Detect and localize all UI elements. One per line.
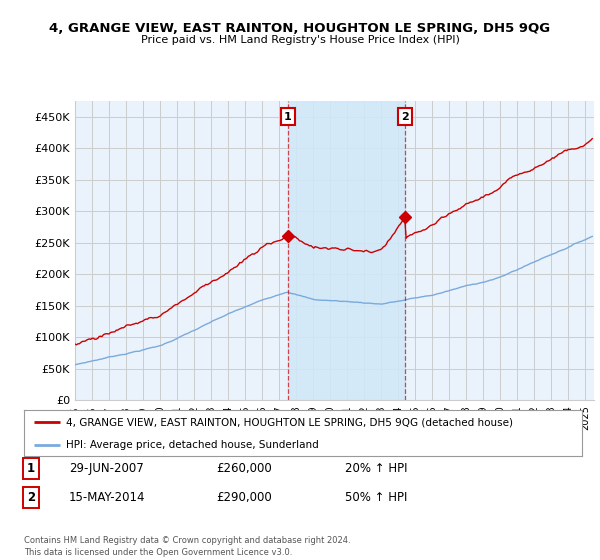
Text: £260,000: £260,000 bbox=[216, 462, 272, 475]
Text: 20% ↑ HPI: 20% ↑ HPI bbox=[345, 462, 407, 475]
Bar bbox=[287, 101, 404, 400]
Text: 2: 2 bbox=[401, 111, 409, 122]
Text: HPI: Average price, detached house, Sunderland: HPI: Average price, detached house, Sund… bbox=[66, 440, 319, 450]
Text: 1: 1 bbox=[27, 462, 35, 475]
Text: £290,000: £290,000 bbox=[216, 491, 272, 504]
Text: 15-MAY-2014: 15-MAY-2014 bbox=[69, 491, 146, 504]
Text: 4, GRANGE VIEW, EAST RAINTON, HOUGHTON LE SPRING, DH5 9QG (detached house): 4, GRANGE VIEW, EAST RAINTON, HOUGHTON L… bbox=[66, 417, 513, 427]
Text: 4, GRANGE VIEW, EAST RAINTON, HOUGHTON LE SPRING, DH5 9QG: 4, GRANGE VIEW, EAST RAINTON, HOUGHTON L… bbox=[49, 22, 551, 35]
Text: 29-JUN-2007: 29-JUN-2007 bbox=[69, 462, 144, 475]
Text: 50% ↑ HPI: 50% ↑ HPI bbox=[345, 491, 407, 504]
Text: Contains HM Land Registry data © Crown copyright and database right 2024.
This d: Contains HM Land Registry data © Crown c… bbox=[24, 536, 350, 557]
Text: 2: 2 bbox=[27, 491, 35, 504]
Text: 1: 1 bbox=[284, 111, 292, 122]
Text: Price paid vs. HM Land Registry's House Price Index (HPI): Price paid vs. HM Land Registry's House … bbox=[140, 35, 460, 45]
